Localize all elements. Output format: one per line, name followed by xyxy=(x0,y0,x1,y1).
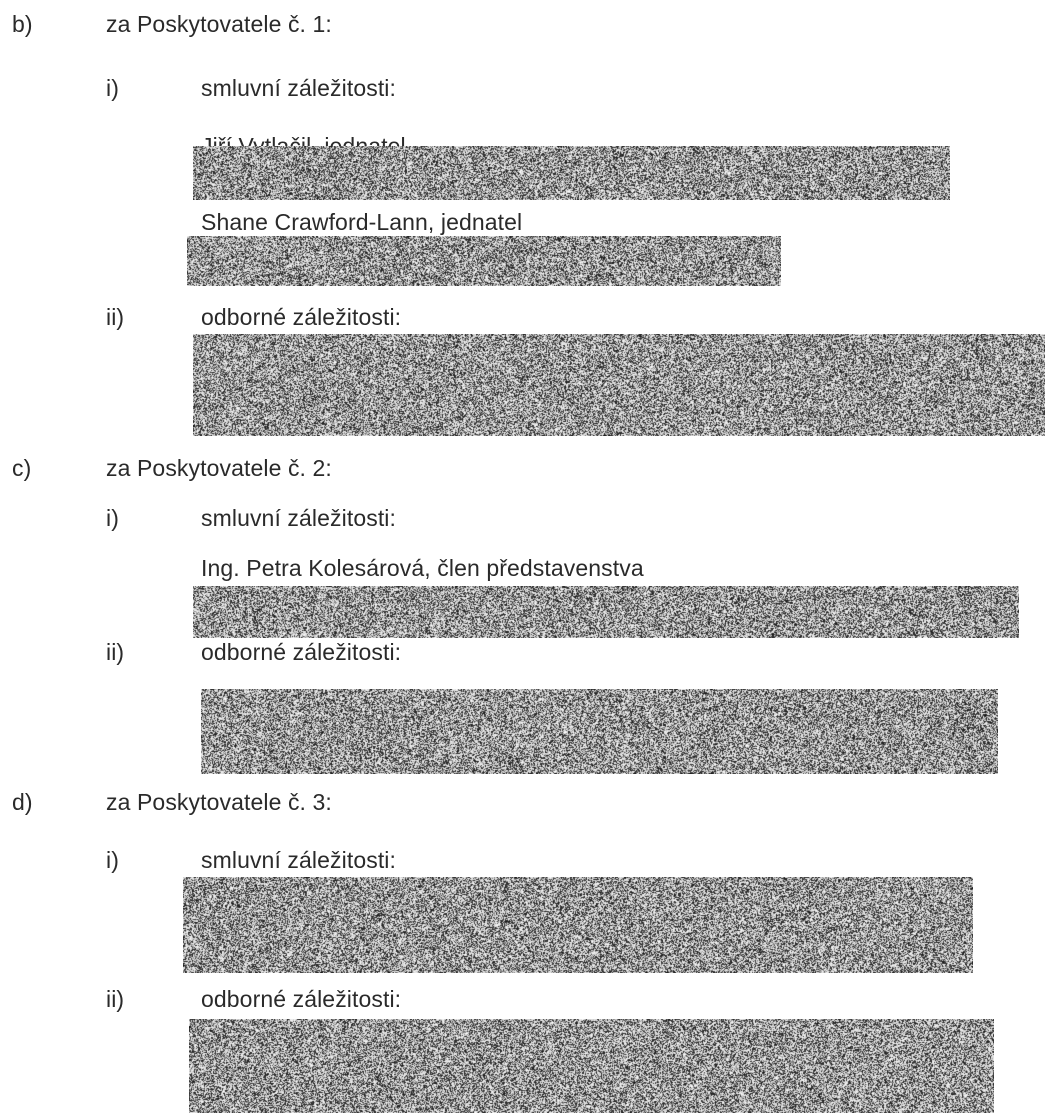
redacted-block xyxy=(193,334,1045,436)
section-c-item-ii-label: odborné záležitosti: xyxy=(201,639,402,665)
section-d-item-i-label: smluvní záležitosti: xyxy=(201,847,397,873)
section-b-item-ii-label: odborné záležitosti: xyxy=(201,304,402,330)
section-b-title: za Poskytovatele č. 1: xyxy=(106,11,332,37)
section-c-title: za Poskytovatele č. 2: xyxy=(106,455,332,481)
section-c-person-1: Ing. Petra Kolesárová, člen představenst… xyxy=(201,555,644,581)
section-c-item-i-label: smluvní záležitosti: xyxy=(201,505,397,531)
section-d-item-i-marker: i) xyxy=(106,847,119,873)
redacted-block xyxy=(183,877,973,973)
section-b-marker: b) xyxy=(12,11,33,37)
redacted-block xyxy=(189,1019,994,1113)
section-c-item-ii-marker: ii) xyxy=(106,639,125,665)
redacted-block xyxy=(193,586,1019,638)
section-d-item-ii-label: odborné záležitosti: xyxy=(201,986,402,1012)
section-d-marker: d) xyxy=(12,789,33,815)
section-d-title: za Poskytovatele č. 3: xyxy=(106,789,332,815)
section-c-item-i-marker: i) xyxy=(106,505,119,531)
redacted-block xyxy=(201,689,998,774)
section-b-item-i-label: smluvní záležitosti: xyxy=(201,75,397,101)
section-b-item-ii-marker: ii) xyxy=(106,304,125,330)
section-b-person-2: Shane Crawford-Lann, jednatel xyxy=(201,209,523,235)
redacted-block xyxy=(193,146,950,200)
redacted-block xyxy=(187,236,781,286)
section-c-marker: c) xyxy=(12,455,32,481)
section-b-item-i-marker: i) xyxy=(106,75,119,101)
section-d-item-ii-marker: ii) xyxy=(106,986,125,1012)
